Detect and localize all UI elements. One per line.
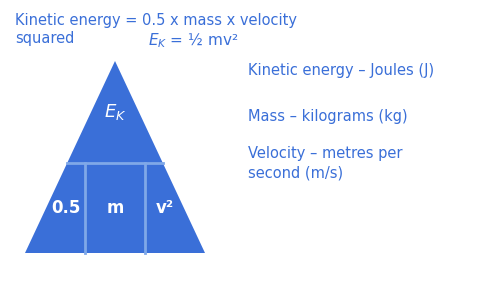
Text: Velocity – metres per
second (m/s): Velocity – metres per second (m/s) — [248, 146, 402, 180]
Text: $E_K$: $E_K$ — [104, 102, 126, 122]
Text: Kinetic energy – Joules (J): Kinetic energy – Joules (J) — [248, 64, 434, 78]
Text: Kinetic energy = 0.5 x mass x velocity: Kinetic energy = 0.5 x mass x velocity — [15, 13, 297, 28]
Text: Mass – kilograms (kg): Mass – kilograms (kg) — [248, 108, 408, 124]
Text: 0.5: 0.5 — [51, 199, 80, 217]
Polygon shape — [25, 61, 205, 253]
Text: m: m — [106, 199, 124, 217]
Text: $E_K$ = ½ mv²: $E_K$ = ½ mv² — [148, 31, 238, 50]
Text: squared: squared — [15, 31, 74, 46]
Text: v²: v² — [156, 199, 174, 217]
